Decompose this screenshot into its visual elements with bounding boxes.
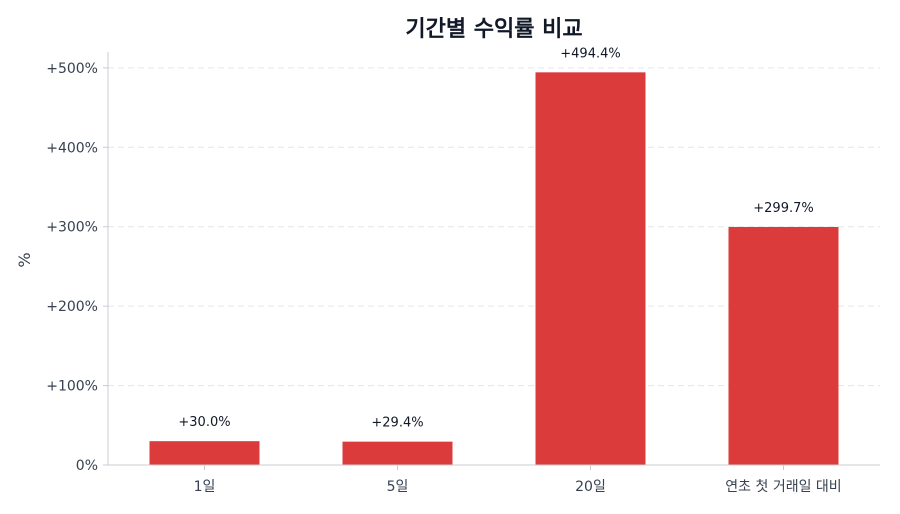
y-axis-label: %: [15, 252, 34, 267]
x-tick-label: 5일: [387, 479, 409, 495]
chart-title: 기간별 수익률 비교: [405, 17, 582, 42]
y-tick-label: +200%: [46, 299, 98, 315]
x-ticks: 1일 5일 20일 연초 첫 거래일 대비: [194, 465, 842, 495]
y-tick-label: +400%: [46, 140, 98, 156]
bars: [149, 72, 839, 465]
y-tick-label: +100%: [46, 379, 98, 395]
y-tick-label: +300%: [46, 220, 98, 236]
bar-value-label: +299.7%: [753, 201, 813, 216]
x-tick-label: 20일: [575, 479, 606, 495]
y-ticks: 0% +100% +200% +300% +400% +500%: [46, 61, 108, 474]
bar-value-label: +29.4%: [371, 416, 423, 431]
y-tick-label: +500%: [46, 61, 98, 77]
bar: [149, 441, 260, 465]
x-tick-label: 1일: [194, 479, 216, 495]
bar-value-label: +494.4%: [560, 46, 620, 61]
y-tick-label: 0%: [76, 458, 98, 474]
bar-value-label: +30.0%: [178, 415, 230, 430]
data-labels: +30.0% +29.4% +494.4% +299.7%: [178, 46, 813, 430]
bar: [728, 226, 839, 465]
x-tick-label: 연초 첫 거래일 대비: [725, 479, 841, 495]
bar: [535, 72, 646, 465]
bar: [342, 441, 453, 465]
